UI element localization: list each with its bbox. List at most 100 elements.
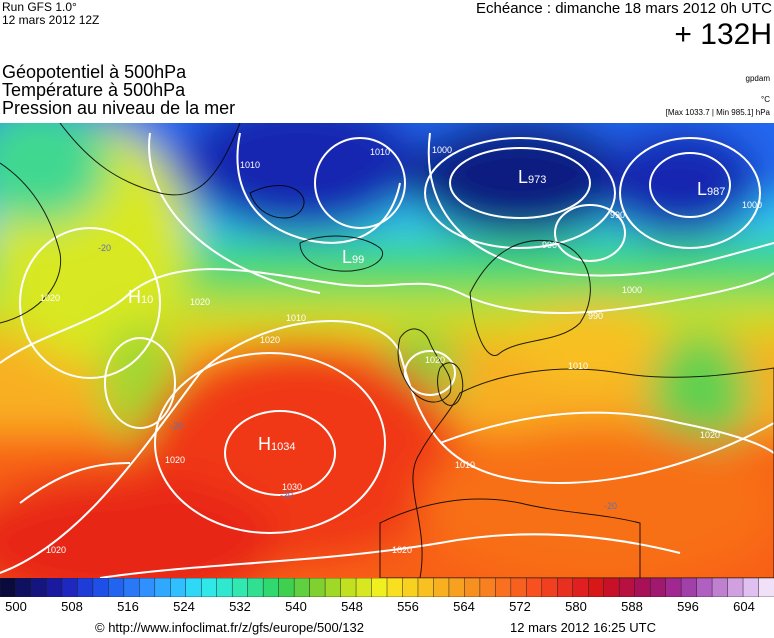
colorbar-swatch [77,578,94,597]
parameter-temperature: Température à 500hPa [2,80,186,100]
colorbar-swatch [231,578,249,597]
parameter-pressure: Pression au niveau de la mer [2,98,236,118]
temperature-labels: -20 -20 -20 -20 [98,243,617,511]
source-url: © http://www.infoclimat.fr/z/gfs/europe/… [95,620,364,635]
colorbar-tick-label: 500 [5,599,27,614]
isobar-label: 1020 [190,297,210,307]
isobar-label: 990 [542,240,557,250]
pressure-centers: H1034 H10 L973 L987 L99 [128,167,725,454]
pressure-center-h: H1034 [258,434,295,454]
valid-time: Echéance : dimanche 18 mars 2012 0h UTC [476,0,772,17]
colorbar-swatch [665,578,682,597]
colorbar-swatch [92,578,110,597]
pressure-center-h: H10 [128,287,153,307]
temperature-label: -20 [98,243,111,253]
colorbar-swatch [464,578,481,597]
colorbar-swatch [262,578,280,597]
colorbar-tick-label: 556 [397,599,419,614]
colorbar-swatch [340,578,357,597]
isobar-label: 990 [588,311,603,321]
user-tag: gpdam [745,74,770,83]
colorbar-swatch [696,578,713,597]
colorbar-swatch [30,578,48,597]
colorbar-swatch [355,578,373,597]
colorbar-swatch [758,578,774,597]
temperature-label: -20 [280,490,293,500]
temperature-unit: °C [761,95,770,104]
colorbar-swatch [541,578,559,597]
colorbar-swatch [170,578,187,597]
colorbar-tick-label: 604 [733,599,755,614]
colorbar-swatch [386,578,404,597]
isobar-label: 1000 [622,285,642,295]
colorbar-tick-label: 564 [453,599,475,614]
isobar-label: 1020 [700,430,720,440]
colorbar-swatch [526,578,543,597]
colorbar-swatch [557,578,574,597]
colorbar-swatch [309,578,326,597]
colorbar-tick-label: 596 [677,599,699,614]
colorbar-swatch [510,578,528,597]
isobar-labels: 1010 1010 1000 990 990 1000 1000 990 1020 1020 102… [40,145,762,555]
weather-map: H1034 H10 L973 L987 L99 1010 1010 1000 990 990 10… [0,123,774,578]
colorbar-swatch [649,578,667,597]
colorbar-swatch [15,578,32,597]
colorbar-tick-label: 532 [229,599,251,614]
colorbar-swatch [495,578,512,597]
isobar-label: 1020 [392,545,412,555]
isobar-label: 1020 [40,293,60,303]
colorbar-tick-label: 516 [117,599,139,614]
colorbar-tick-label: 508 [61,599,83,614]
colorbar-tick-label: 548 [341,599,363,614]
isobar-label: 1010 [370,147,390,157]
colorbar-swatch [603,578,621,597]
colorbar-swatch [727,578,744,597]
colorbar-swatch [200,578,218,597]
colorbar-swatch [572,578,590,597]
colorbar-tick-label: 524 [173,599,195,614]
colorbar-swatch [247,578,265,597]
run-date: 12 mars 2012 12Z [2,13,100,27]
geopotential-field [0,123,774,578]
colorbar-swatch [61,578,79,597]
isobar-label: 1000 [742,200,762,210]
colorbar-tick-label: 540 [285,599,307,614]
pressure-center-l: L973 [518,167,546,187]
colorbar-tick-label: 588 [621,599,643,614]
isobar-label: 990 [610,210,625,220]
colorbar-swatch [448,578,466,597]
isobar-label: 1000 [432,145,452,155]
colorbar-swatch [618,578,636,597]
pressure-center-l: L99 [342,247,364,267]
colorbar-swatch [278,578,295,597]
colorbar-swatch [479,578,497,597]
colorbar-swatch [108,578,125,597]
colorbar-swatch [417,578,435,597]
pressure-range: [Max 1033.7 | Min 985.1] hPa [665,108,770,117]
colorbar-swatch [139,578,156,597]
parameter-geopotential: Géopotentiel à 500hPa [2,62,187,82]
isobar-label: 1030 [282,482,302,492]
colorbar [0,578,774,597]
run-label: Run GFS 1.0° [2,0,77,14]
colorbar-swatch [324,578,342,597]
colorbar-swatch [154,578,172,597]
colorbar-swatch [0,578,17,597]
isobar-label: 1020 [165,455,185,465]
colorbar-swatch [742,578,760,597]
colorbar-swatch [185,578,203,597]
colorbar-swatch [46,578,63,597]
colorbar-swatch [433,578,450,597]
isobar-label: 1020 [260,335,280,345]
lead-time: + 132H [674,18,772,51]
coastlines [0,123,774,578]
pressure-center-l: L987 [697,179,725,199]
isobar-label: 1020 [46,545,66,555]
isobar-label: 1010 [455,460,475,470]
colorbar-swatch [634,578,652,597]
temperature-label: -20 [170,421,183,431]
isobar-label: 1010 [286,313,306,323]
colorbar-swatch [123,578,141,597]
isobar-label: 1010 [240,160,260,170]
